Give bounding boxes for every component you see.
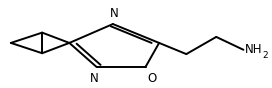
Text: N: N [89,72,98,85]
Text: 2: 2 [262,51,268,60]
Text: NH: NH [245,43,262,56]
Text: O: O [148,72,157,85]
Text: N: N [110,7,119,20]
